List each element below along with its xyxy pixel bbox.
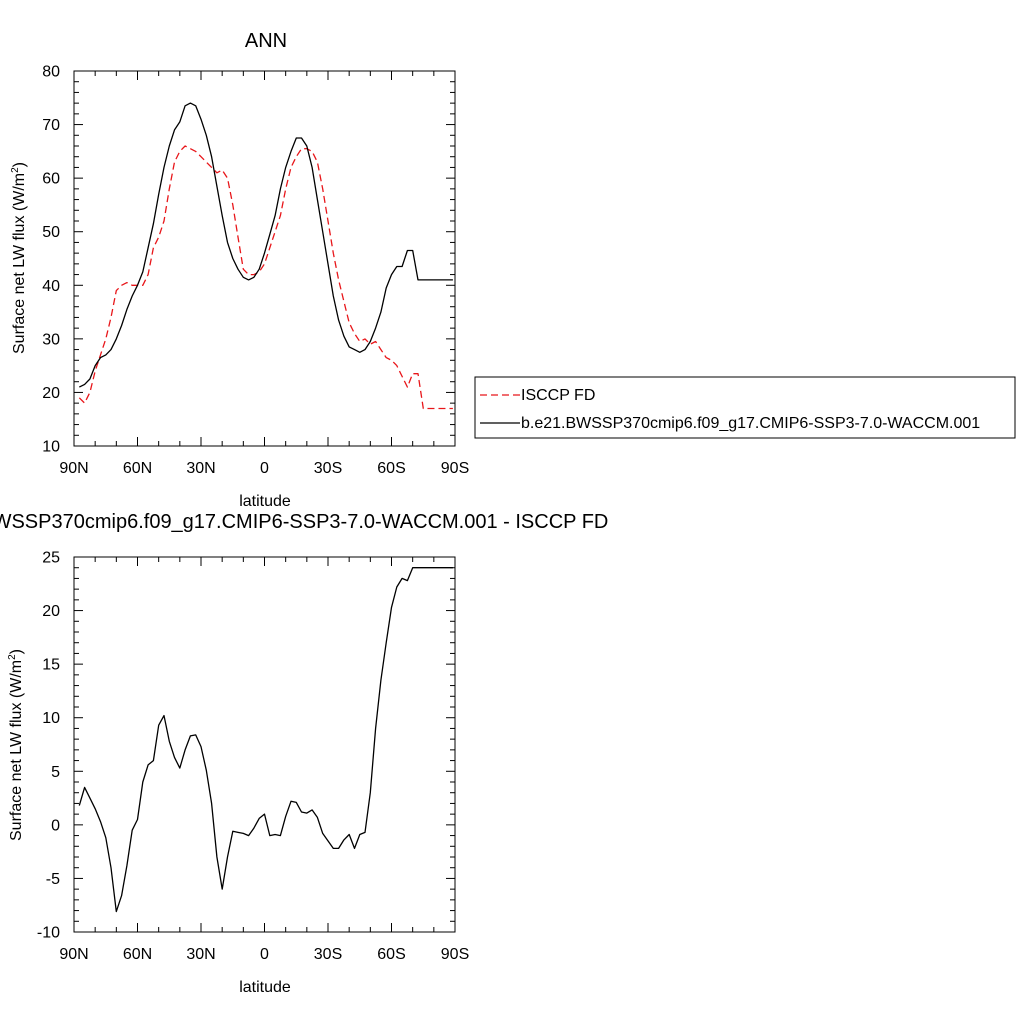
bottom-plot-frame	[73, 556, 456, 933]
top-y-axis: 10 20 30 40 50 60 70 80	[42, 64, 455, 456]
top-x-tick-label: 90S	[441, 460, 469, 477]
top-x-axis-label: latitude	[239, 493, 291, 510]
bottom-y-tick-label: 20	[42, 603, 60, 620]
bottom-x-tick-label: 30S	[314, 946, 342, 963]
bottom-x-tick-label: 0	[260, 946, 269, 963]
top-panel: ANN 10 20 30 40 50 60 70 80 90N 60N 30N 0 30S 60S 90S…	[10, 30, 1016, 510]
top-x-tick-label: 60N	[123, 460, 152, 477]
bottom-series-line-1	[78, 567, 453, 913]
bottom-y-tick-label: -5	[46, 871, 60, 888]
top-y-tick-label: 40	[42, 278, 60, 295]
bottom-x-tick-label: 90N	[59, 946, 88, 963]
bottom-y-tick-label: 10	[42, 710, 60, 727]
bottom-y-axis-label-main: Surface net LW flux (W/m	[8, 660, 25, 841]
top-x-tick-label: 60S	[377, 460, 405, 477]
bottom-x-axis: 90N 60N 30N 0 30S 60S 90S	[59, 557, 469, 963]
top-y-axis-label-tail: )	[11, 162, 28, 167]
bottom-y-tick-label: 15	[42, 657, 60, 674]
bottom-y-tick-label: 25	[42, 550, 60, 567]
bottom-y-axis-label-tail: )	[8, 649, 25, 654]
top-series-group	[78, 102, 453, 410]
legend: ISCCP FD b.e21.BWSSP370cmip6.f09_g17.CMI…	[474, 376, 1016, 439]
top-y-axis-label: Surface net LW flux (W/m2)	[10, 162, 28, 354]
bottom-x-tick-label: 90S	[441, 946, 469, 963]
legend-label-model: b.e21.BWSSP370cmip6.f09_g17.CMIP6-SSP3-7…	[521, 415, 980, 432]
bottom-y-axis-label-sup: 2	[7, 654, 18, 660]
top-y-tick-label: 60	[42, 171, 60, 188]
top-plot-frame	[73, 70, 456, 447]
top-x-tick-label: 0	[260, 460, 269, 477]
bottom-y-tick-label: 5	[51, 764, 60, 781]
top-x-tick-label: 90N	[59, 460, 88, 477]
top-y-tick-label: 80	[42, 64, 60, 81]
top-y-axis-label-main: Surface net LW flux (W/m	[11, 173, 28, 354]
bottom-chart-title: b.e21.BWSSP370cmip6.f09_g17.CMIP6-SSP3-7…	[0, 511, 608, 533]
bottom-x-tick-label: 60S	[377, 946, 405, 963]
legend-label-isccp: ISCCP FD	[521, 387, 595, 404]
top-series-line-1	[78, 145, 453, 410]
bottom-x-tick-label: 60N	[123, 946, 152, 963]
bottom-panel: b.e21.BWSSP370cmip6.f09_g17.CMIP6-SSP3-7…	[0, 511, 608, 996]
top-chart-title: ANN	[245, 30, 287, 52]
top-x-axis: 90N 60N 30N 0 30S 60S 90S	[59, 71, 469, 477]
legend-box	[474, 376, 1016, 439]
bottom-x-tick-label: 30N	[186, 946, 215, 963]
top-y-tick-label: 70	[42, 117, 60, 134]
top-y-tick-label: 10	[42, 439, 60, 456]
top-x-tick-label: 30N	[186, 460, 215, 477]
top-x-tick-label: 30S	[314, 460, 342, 477]
bottom-y-axis-label: Surface net LW flux (W/m2)	[7, 649, 25, 841]
bottom-y-tick-label: -10	[37, 925, 60, 942]
top-y-tick-label: 50	[42, 224, 60, 241]
top-y-axis-label-sup: 2	[10, 167, 21, 173]
bottom-x-axis-label: latitude	[239, 979, 291, 996]
top-series-line-2	[79, 102, 453, 388]
bottom-y-axis: -10 -5 0 5 10 15 20 25	[37, 550, 455, 942]
bottom-y-tick-label: 0	[51, 817, 60, 834]
top-y-tick-label: 30	[42, 331, 60, 348]
top-y-tick-label: 20	[42, 385, 60, 402]
bottom-series-group	[78, 567, 453, 913]
